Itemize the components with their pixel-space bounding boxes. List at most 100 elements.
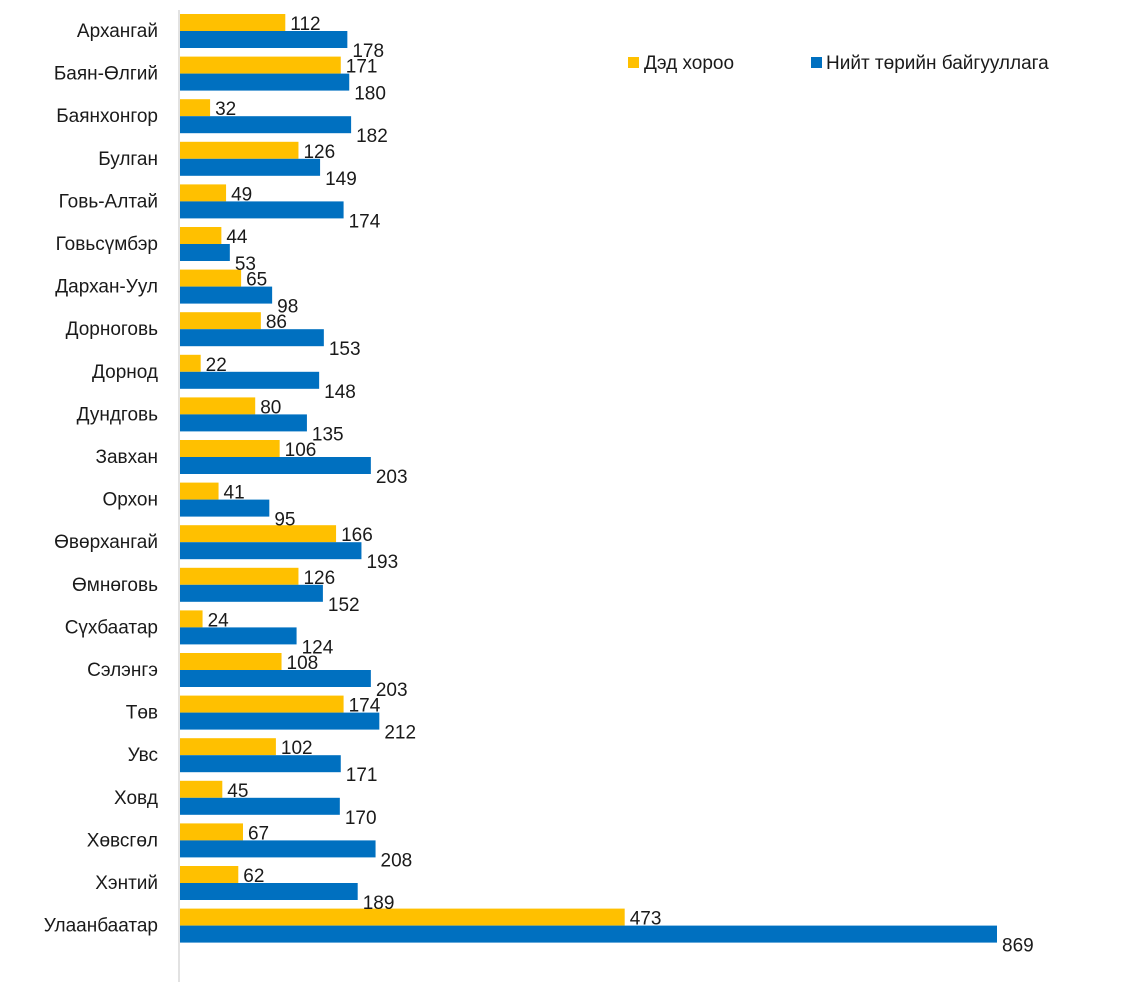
- category-label-21: Улаанбаатар: [44, 916, 158, 937]
- bar-sub-committee-20: [180, 866, 239, 883]
- legend-swatch-blue: [811, 57, 822, 68]
- value-label-total-2: 182: [356, 126, 388, 147]
- bar-total-13: [180, 584, 323, 602]
- bar-sub-committee-19: [180, 823, 243, 841]
- value-label-sub-committee-21: 473: [630, 909, 662, 930]
- value-label-sub-committee-9: 80: [260, 397, 281, 418]
- bar-total-12: [180, 542, 362, 560]
- bar-total-21: [180, 925, 997, 943]
- value-label-total-9: 135: [312, 424, 344, 445]
- category-label-4: Говь-Алтай: [59, 191, 158, 212]
- bar-total-15: [180, 670, 371, 687]
- bar-sub-committee-3: [180, 141, 299, 159]
- category-label-0: Архангай: [77, 21, 158, 42]
- bar-sub-committee-16: [180, 695, 344, 713]
- bar-sub-committee-17: [180, 738, 276, 756]
- value-label-sub-committee-0: 112: [290, 14, 320, 35]
- value-label-sub-committee-20: 62: [243, 866, 264, 887]
- value-label-total-4: 174: [349, 211, 381, 232]
- value-label-total-17: 171: [346, 765, 378, 786]
- value-label-sub-committee-1: 171: [346, 57, 378, 78]
- bar-sub-committee-2: [180, 99, 211, 117]
- bar-sub-committee-4: [180, 184, 227, 202]
- bar-total-3: [180, 158, 321, 176]
- value-label-total-11: 95: [274, 510, 295, 531]
- bar-sub-committee-10: [180, 440, 280, 457]
- legend-label-total-state-organizations: Нийт төрийн байгууллага: [826, 53, 1049, 74]
- value-label-sub-committee-2: 32: [215, 99, 236, 120]
- bar-sub-committee-5: [180, 227, 222, 244]
- value-label-sub-committee-18: 45: [227, 781, 248, 802]
- bar-total-9: [180, 414, 307, 432]
- bar-total-19: [180, 840, 376, 858]
- value-label-total-7: 153: [329, 339, 361, 360]
- category-label-16: Төв: [126, 703, 158, 724]
- value-label-sub-committee-14: 24: [208, 610, 230, 631]
- bar-sub-committee-11: [180, 482, 219, 500]
- category-label-5: Говьсүмбэр: [56, 234, 158, 255]
- bar-total-14: [180, 627, 297, 645]
- value-label-total-10: 203: [376, 467, 408, 488]
- value-label-total-13: 152: [328, 595, 360, 616]
- legend-label-sub-committee: Дэд хороо: [644, 53, 734, 74]
- value-label-total-0: 178: [352, 41, 384, 62]
- category-label-12: Өвөрхангай: [54, 532, 158, 553]
- category-label-6: Дархан-Уул: [55, 277, 158, 298]
- legend-swatch-yellow: [628, 57, 639, 68]
- bar-total-11: [180, 499, 270, 517]
- value-label-sub-committee-10: 106: [285, 440, 317, 461]
- bar-sub-committee-7: [180, 312, 261, 330]
- bar-sub-committee-1: [180, 56, 341, 74]
- value-label-sub-committee-15: 108: [287, 653, 319, 674]
- value-label-sub-committee-11: 41: [224, 483, 245, 504]
- bar-sub-committee-8: [180, 354, 201, 372]
- category-label-18: Ховд: [114, 788, 158, 809]
- value-labels: 1121781711803218212614949174445365988615…: [206, 14, 1034, 957]
- bar-total-0: [180, 31, 348, 48]
- bar-sub-committee-18: [180, 780, 223, 798]
- value-label-sub-committee-8: 22: [206, 355, 227, 376]
- value-label-total-18: 170: [345, 808, 377, 829]
- value-label-total-14: 124: [302, 637, 334, 658]
- value-label-sub-committee-17: 102: [281, 738, 313, 759]
- category-label-13: Өмнөговь: [72, 575, 158, 596]
- bar-total-20: [180, 883, 358, 900]
- bar-total-8: [180, 371, 320, 389]
- bar-total-4: [180, 201, 344, 219]
- value-label-sub-committee-7: 86: [266, 312, 287, 333]
- bar-sub-committee-21: [180, 908, 625, 926]
- bar-total-6: [180, 286, 273, 304]
- value-label-total-21: 869: [1002, 936, 1034, 957]
- bar-sub-committee-6: [180, 269, 242, 287]
- value-label-sub-committee-16: 174: [349, 696, 381, 717]
- category-label-10: Завхан: [96, 447, 158, 468]
- category-label-9: Дундговь: [77, 404, 159, 425]
- value-label-total-12: 193: [366, 552, 398, 573]
- value-label-sub-committee-6: 65: [246, 270, 267, 291]
- bars-group: [180, 14, 997, 943]
- bar-sub-committee-0: [180, 14, 286, 31]
- bar-total-18: [180, 797, 340, 815]
- value-label-total-3: 149: [325, 169, 357, 190]
- category-label-7: Дорноговь: [66, 319, 158, 340]
- bar-total-7: [180, 329, 324, 347]
- bar-sub-committee-12: [180, 525, 337, 543]
- value-label-total-16: 212: [384, 723, 416, 744]
- bar-sub-committee-9: [180, 397, 256, 415]
- category-label-14: Сүхбаатар: [65, 617, 158, 638]
- bar-total-10: [180, 457, 371, 474]
- category-label-8: Дорнод: [92, 362, 158, 383]
- value-label-total-6: 98: [277, 297, 298, 318]
- category-label-19: Хөвсгөл: [87, 830, 158, 851]
- category-labels: Архангай Баян-Өлгий Баянхонгор Булган Говь-А…: [44, 21, 158, 937]
- value-label-sub-committee-19: 67: [248, 823, 269, 844]
- value-label-sub-committee-13: 126: [303, 568, 335, 589]
- value-label-total-15: 203: [376, 680, 408, 701]
- bar-total-2: [180, 116, 352, 134]
- bar-total-1: [180, 73, 350, 91]
- value-label-total-5: 53: [235, 254, 256, 275]
- value-label-total-1: 180: [354, 84, 386, 105]
- bar-sub-committee-15: [180, 653, 282, 670]
- category-label-11: Орхон: [103, 490, 158, 511]
- category-label-17: Увс: [128, 745, 158, 766]
